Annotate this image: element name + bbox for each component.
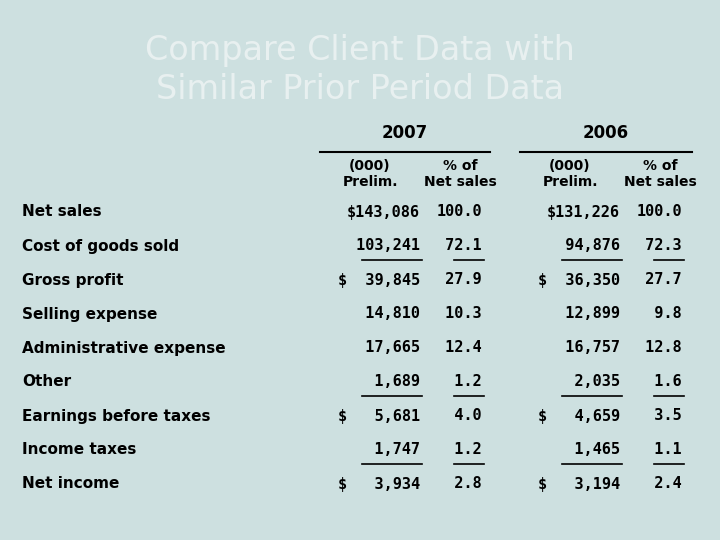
Text: $143,086: $143,086 [347, 205, 420, 219]
Text: 10.3: 10.3 [436, 307, 482, 321]
Text: 27.7: 27.7 [636, 273, 682, 287]
Text: (000)
Prelim.: (000) Prelim. [342, 159, 397, 189]
Text: 1.2: 1.2 [436, 442, 482, 457]
Text: 12.8: 12.8 [636, 341, 682, 355]
Text: 1,465: 1,465 [547, 442, 620, 457]
Text: Compare Client Data with
Similar Prior Period Data: Compare Client Data with Similar Prior P… [145, 33, 575, 106]
Text: 2.8: 2.8 [436, 476, 482, 491]
Text: 16,757: 16,757 [547, 341, 620, 355]
Text: $  36,350: $ 36,350 [538, 273, 620, 287]
Text: Administrative expense: Administrative expense [22, 341, 225, 355]
Text: 17,665: 17,665 [347, 341, 420, 355]
Text: 9.8: 9.8 [636, 307, 682, 321]
Text: 1,689: 1,689 [347, 375, 420, 389]
Text: 100.0: 100.0 [436, 205, 482, 219]
Text: 94,876: 94,876 [547, 239, 620, 253]
Text: $   4,659: $ 4,659 [538, 408, 620, 423]
Text: 72.1: 72.1 [436, 239, 482, 253]
Text: 4.0: 4.0 [436, 408, 482, 423]
Text: Earnings before taxes: Earnings before taxes [22, 408, 210, 423]
Text: 2006: 2006 [583, 124, 629, 142]
Text: 1.6: 1.6 [636, 375, 682, 389]
Text: 2,035: 2,035 [547, 375, 620, 389]
Text: 72.3: 72.3 [636, 239, 682, 253]
Text: 14,810: 14,810 [347, 307, 420, 321]
Text: $  39,845: $ 39,845 [338, 273, 420, 287]
Text: Income taxes: Income taxes [22, 442, 136, 457]
Text: 12,899: 12,899 [547, 307, 620, 321]
Text: $   5,681: $ 5,681 [338, 408, 420, 423]
Text: (000)
Prelim.: (000) Prelim. [542, 159, 598, 189]
Text: 1.1: 1.1 [636, 442, 682, 457]
Text: Selling expense: Selling expense [22, 307, 158, 321]
Text: 103,241: 103,241 [347, 239, 420, 253]
Text: % of
Net sales: % of Net sales [423, 159, 496, 189]
Text: 2007: 2007 [382, 124, 428, 142]
Text: Other: Other [22, 375, 71, 389]
Text: 1.2: 1.2 [436, 375, 482, 389]
Text: Net income: Net income [22, 476, 120, 491]
Text: Cost of goods sold: Cost of goods sold [22, 239, 179, 253]
Text: 12.4: 12.4 [436, 341, 482, 355]
Text: % of
Net sales: % of Net sales [624, 159, 696, 189]
Text: $131,226: $131,226 [547, 205, 620, 219]
Text: 3.5: 3.5 [636, 408, 682, 423]
Text: 27.9: 27.9 [436, 273, 482, 287]
Text: 1,747: 1,747 [347, 442, 420, 457]
Text: $   3,934: $ 3,934 [338, 476, 420, 491]
Text: Net sales: Net sales [22, 205, 102, 219]
Text: Gross profit: Gross profit [22, 273, 124, 287]
Text: 2.4: 2.4 [636, 476, 682, 491]
Text: $   3,194: $ 3,194 [538, 476, 620, 491]
Text: 100.0: 100.0 [636, 205, 682, 219]
